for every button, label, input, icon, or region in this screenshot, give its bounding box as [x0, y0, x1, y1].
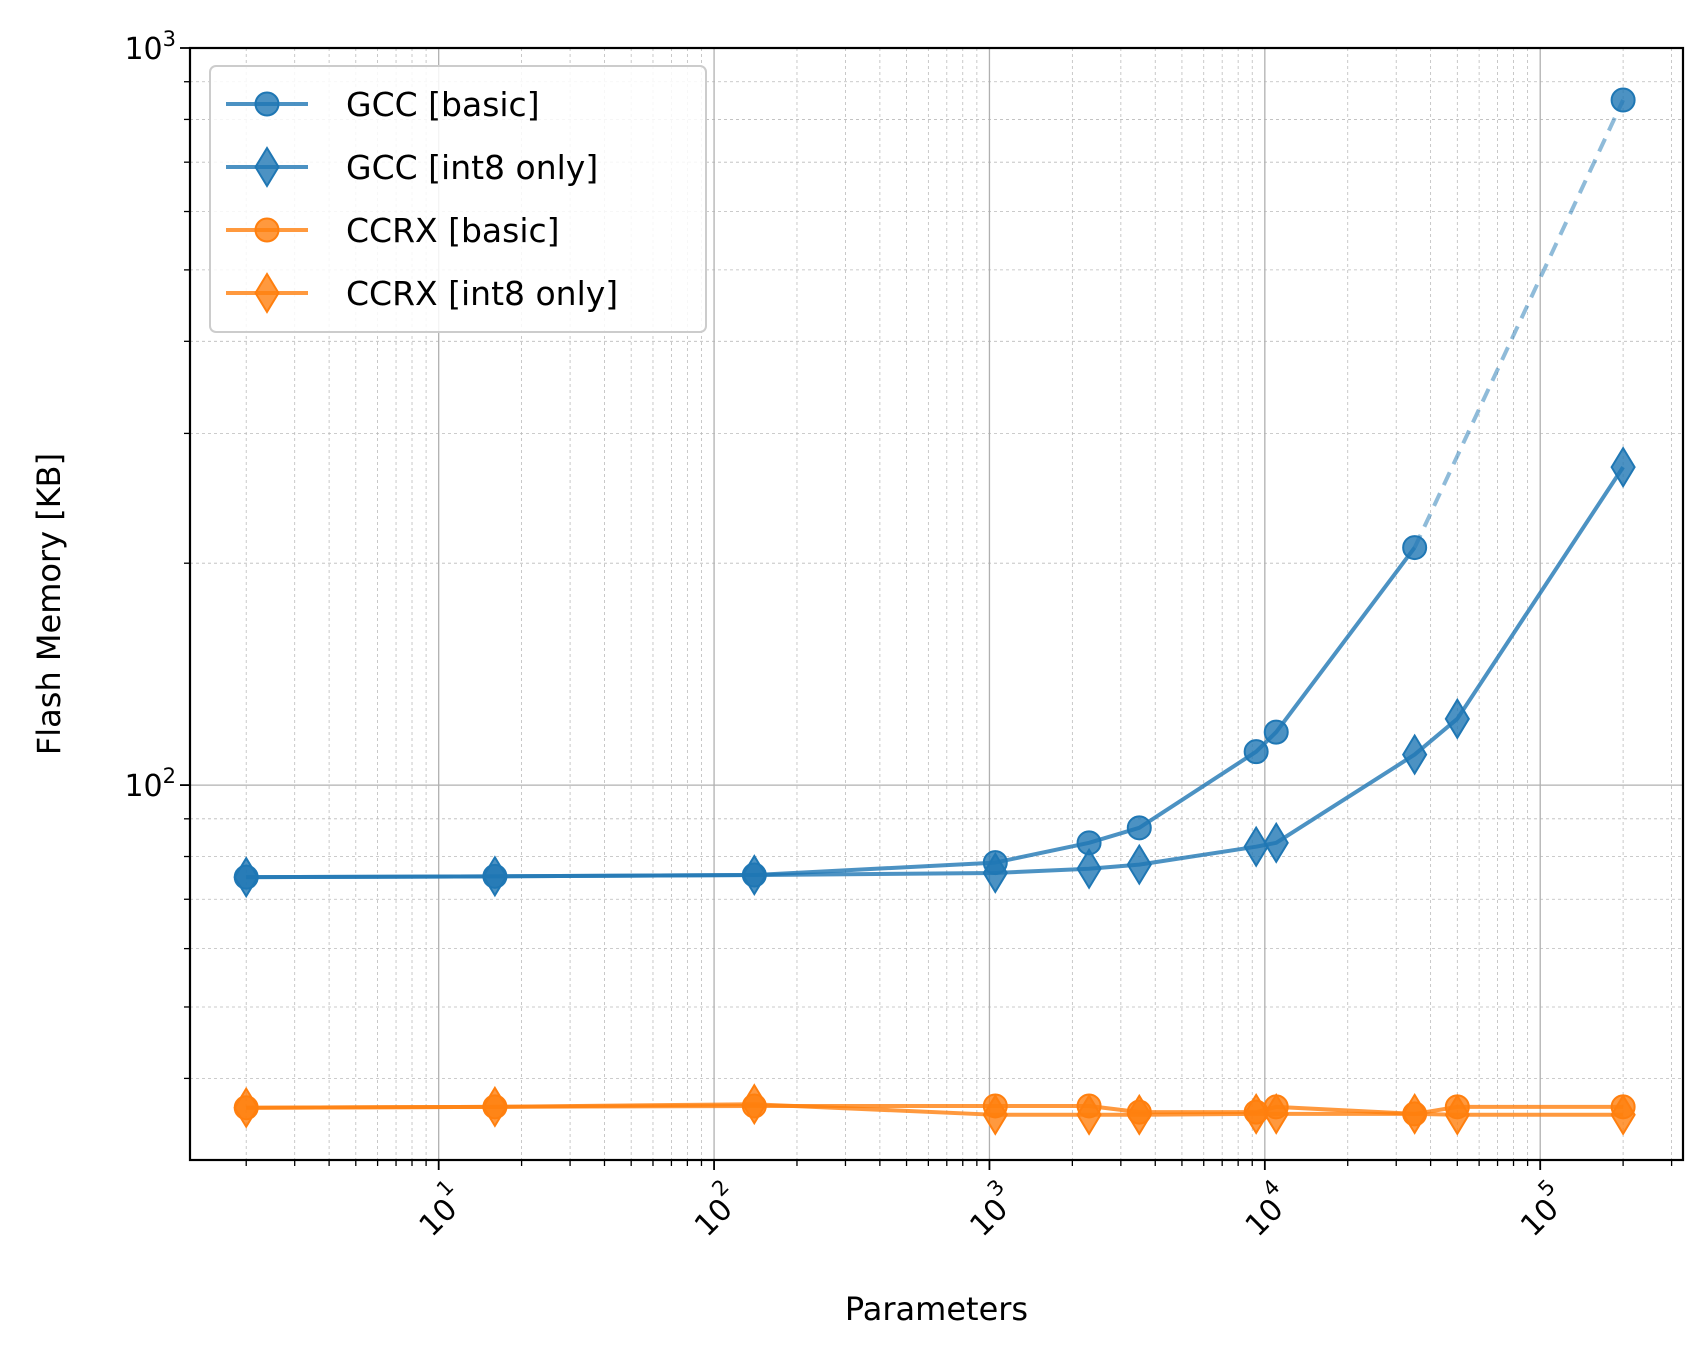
data-point	[1263, 821, 1289, 864]
diamond-marker-icon	[254, 146, 280, 188]
data-point	[1076, 847, 1102, 890]
data-point	[1263, 1092, 1289, 1135]
y-tick-label: 103	[124, 27, 176, 67]
legend-entry: GCC [basic]	[226, 85, 540, 124]
data-point	[1444, 1093, 1470, 1136]
data-point	[1610, 446, 1636, 489]
series-gcc-int8-only	[233, 446, 1636, 899]
plot-frame	[188, 46, 1685, 1162]
legend-label: GCC [basic]	[346, 85, 540, 124]
data-point	[1610, 1093, 1636, 1136]
data-point	[1263, 719, 1289, 745]
y-tick-labels: 102 103	[124, 27, 176, 804]
data-point	[1243, 739, 1269, 765]
data-point	[982, 852, 1008, 894]
data-point	[1401, 1092, 1428, 1135]
series-layer	[233, 87, 1636, 1136]
legend-box	[209, 65, 707, 333]
legend-entry: CCRX [basic]	[226, 211, 560, 250]
data-point	[482, 855, 508, 898]
data-point	[741, 854, 767, 896]
legend: GCC [basic] GCC [int8 only] CCRX [basic] CC…	[209, 65, 707, 333]
data-point	[233, 856, 259, 899]
data-point	[1126, 815, 1152, 841]
diamond-marker-icon	[254, 272, 280, 314]
data-point	[1126, 1093, 1152, 1136]
data-point	[1401, 733, 1428, 776]
data-point	[1243, 825, 1269, 868]
minor-grid	[190, 48, 1683, 1160]
series-ccrx-int8-only	[233, 1083, 1636, 1136]
data-point	[1444, 697, 1470, 740]
extrapolation-line	[1412, 99, 1625, 549]
legend-entry: CCRX [int8 only]	[226, 272, 618, 314]
data-point	[1076, 1093, 1102, 1136]
y-tick-label: 102	[124, 764, 176, 804]
data-point	[1126, 843, 1152, 886]
data-point	[482, 1085, 508, 1128]
data-point	[1402, 535, 1428, 561]
y-axis-label: Flash Memory [KB]	[30, 453, 68, 755]
legend-label: GCC [int8 only]	[346, 148, 598, 187]
data-point	[741, 1083, 767, 1126]
circle-marker-icon	[254, 217, 280, 243]
data-point	[233, 1086, 259, 1129]
axis-ticks	[180, 47, 1673, 1170]
legend-label: CCRX [int8 only]	[346, 274, 618, 313]
data-point	[1243, 1092, 1269, 1135]
circle-marker-icon	[254, 91, 280, 117]
data-point	[1610, 87, 1636, 113]
legend-label: CCRX [basic]	[346, 211, 560, 250]
x-axis-label: Parameters	[845, 1290, 1028, 1328]
data-point	[982, 1093, 1008, 1136]
legend-entry: GCC [int8 only]	[226, 146, 598, 188]
